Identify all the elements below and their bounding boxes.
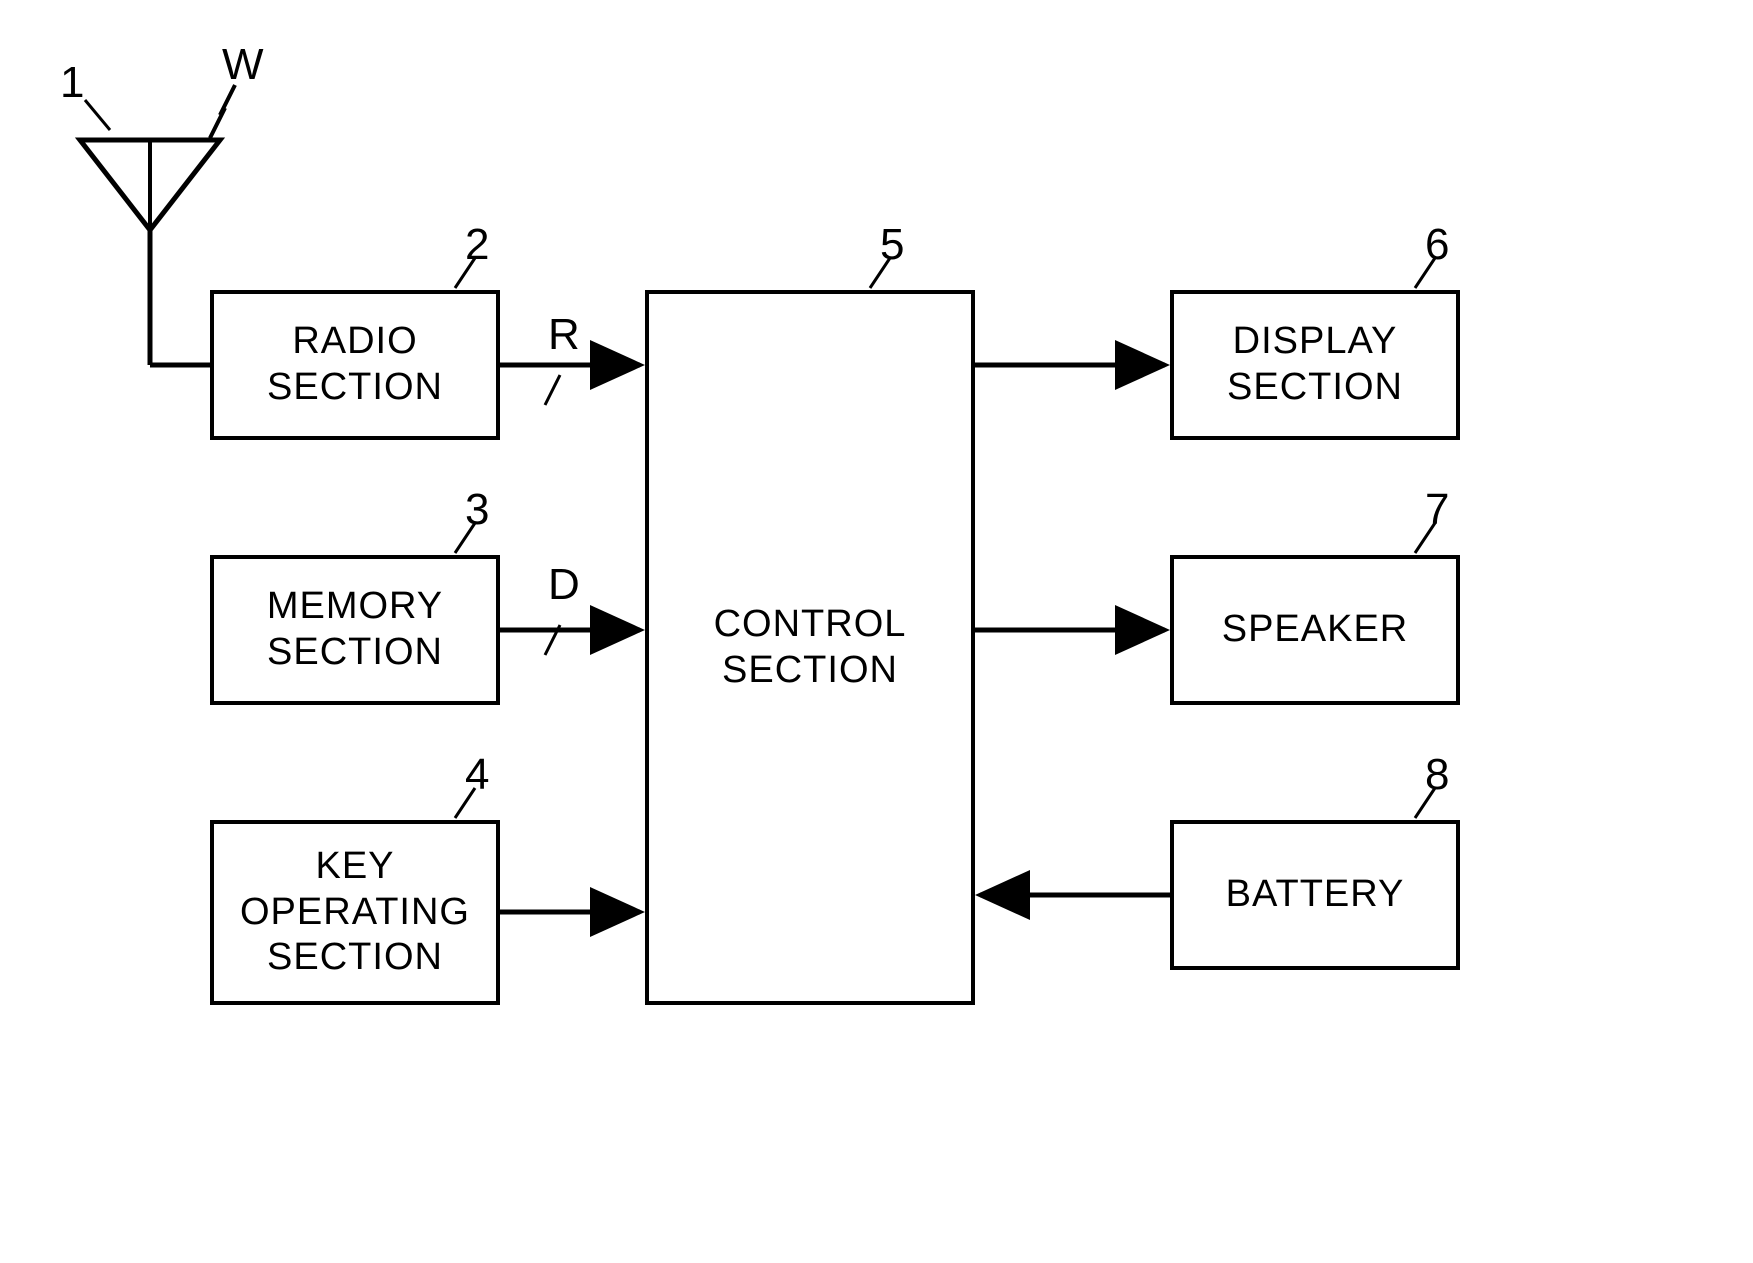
key-operating-section-text: KEY OPERATING SECTION — [214, 844, 496, 981]
label-7: 7 — [1425, 485, 1449, 535]
display-section-block: DISPLAY SECTION — [1170, 290, 1460, 440]
label-W: W — [222, 40, 264, 90]
key-operating-section-block: KEY OPERATING SECTION — [210, 820, 500, 1005]
signal-D: D — [548, 560, 580, 610]
label-1: 1 — [60, 58, 84, 108]
speaker-text: SPEAKER — [1222, 607, 1409, 653]
radio-section-block: RADIO SECTION — [210, 290, 500, 440]
memory-section-block: MEMORY SECTION — [210, 555, 500, 705]
radio-section-text: RADIO SECTION — [214, 319, 496, 410]
display-section-text: DISPLAY SECTION — [1174, 319, 1456, 410]
label-3: 3 — [465, 485, 489, 535]
label-2: 2 — [465, 220, 489, 270]
antenna-icon — [80, 140, 220, 365]
block-diagram: RADIO SECTION MEMORY SECTION KEY OPERATI… — [0, 0, 1753, 1263]
battery-block: BATTERY — [1170, 820, 1460, 970]
control-section-text: CONTROL SECTION — [649, 602, 971, 693]
memory-section-text: MEMORY SECTION — [214, 584, 496, 675]
battery-text: BATTERY — [1226, 872, 1405, 918]
label-8: 8 — [1425, 750, 1449, 800]
signal-R: R — [548, 310, 580, 360]
speaker-block: SPEAKER — [1170, 555, 1460, 705]
control-section-block: CONTROL SECTION — [645, 290, 975, 1005]
label-6: 6 — [1425, 220, 1449, 270]
label-4: 4 — [465, 750, 489, 800]
label-5: 5 — [880, 220, 904, 270]
